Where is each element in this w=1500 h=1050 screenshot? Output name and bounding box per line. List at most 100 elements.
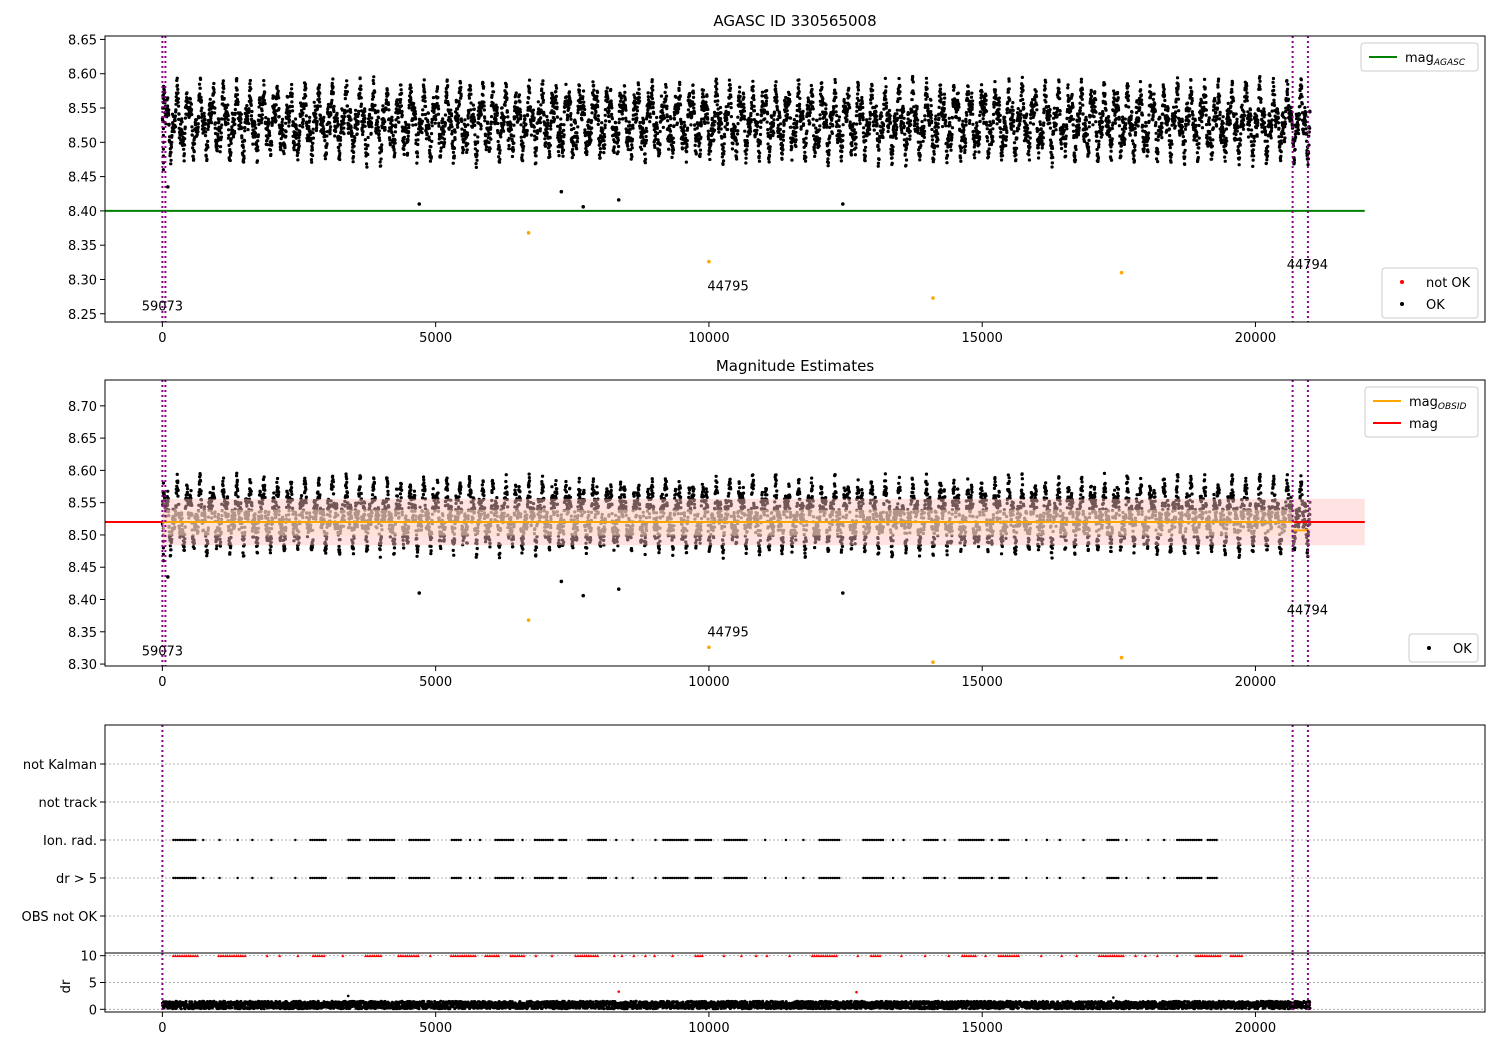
x-tick-label: 5000	[419, 675, 452, 690]
start-point	[161, 546, 165, 550]
x-tick-label: 5000	[419, 331, 452, 346]
ok-outlier-point	[581, 593, 586, 598]
obsid-mag-outlier-point	[931, 660, 935, 664]
flag-category-label: Ion. rad.	[43, 834, 97, 849]
legend-box	[1408, 633, 1479, 663]
chart-title: Magnitude Estimates	[716, 357, 874, 375]
legend-label: magAGASC	[1405, 51, 1466, 68]
y-tick-label: 8.40	[68, 594, 97, 609]
y-tick-label: 8.30	[68, 658, 97, 673]
y-tick-label: 5	[89, 977, 97, 992]
x-tick-label: 10000	[688, 1021, 729, 1036]
y-tick-label: 8.35	[68, 239, 97, 254]
x-tick-label: 15000	[962, 331, 1003, 346]
start-point	[161, 526, 165, 531]
x-tick-label: 20000	[1235, 675, 1276, 690]
legend-marker-swatch	[1427, 646, 1431, 650]
y-tick-label: 8.55	[68, 102, 97, 117]
obsid-annotation: 44794	[1287, 258, 1328, 273]
y-axis-label: dr	[59, 979, 74, 993]
x-tick-label: 20000	[1235, 1021, 1276, 1036]
y-tick-label: 8.55	[68, 497, 97, 512]
y-tick-label: 8.40	[68, 205, 97, 220]
dr-clipped-markers	[171, 954, 1244, 958]
obsid-annotation: 59073	[142, 299, 183, 314]
ok-outlier-point	[841, 591, 845, 595]
axes-frame	[104, 35, 1486, 323]
obsid-mag-outlier-point	[707, 259, 711, 264]
y-tick-label: 8.50	[68, 136, 97, 151]
dr-outlier-point	[617, 990, 621, 993]
legend-box	[1360, 42, 1479, 72]
ok-points	[160, 74, 1312, 169]
x-tick-label: 10000	[688, 675, 729, 690]
dr-panel: 0 5000 10000 15000 20000 0 5 10 dr	[59, 950, 1486, 1036]
obsid-mag-outlier-point	[526, 618, 531, 622]
legend-label-subscript: OBSID	[1438, 402, 1467, 412]
legend-box	[1364, 386, 1479, 438]
x-tick-label: 10000	[688, 331, 729, 346]
start-point	[161, 168, 165, 172]
x-tick-label: 20000	[1235, 331, 1276, 346]
y-tick-label: 10	[80, 950, 97, 965]
chart-title: AGASC ID 330565008	[713, 12, 876, 30]
legend-label: not OK	[1426, 276, 1471, 291]
y-tick-label: 8.25	[68, 308, 97, 323]
y-tick-label: 8.60	[68, 68, 97, 83]
legend-label-text: mag	[1409, 395, 1438, 410]
x-tick-label: 15000	[962, 1021, 1003, 1036]
x-tick-label: 15000	[962, 675, 1003, 690]
ok-outlier-point	[616, 587, 621, 591]
y-tick-label: 8.35	[68, 626, 97, 641]
ok-outlier-point	[417, 202, 422, 206]
legend-box	[1381, 267, 1479, 319]
legend-label: magOBSID	[1409, 395, 1467, 412]
flag-category-label: not Kalman	[23, 758, 97, 773]
obsid-mag-outlier-point	[1119, 655, 1124, 660]
ok-outlier-point	[581, 204, 586, 209]
obsid-annotation: 44795	[707, 279, 748, 294]
start-point	[161, 147, 165, 151]
legend-marker-swatch	[1400, 302, 1404, 306]
obsid-annotation: 59073	[142, 645, 183, 660]
obsid-mag-outlier-point	[707, 645, 711, 650]
x-tick-label: 0	[158, 331, 166, 346]
obsid-annotation: 44795	[707, 625, 748, 640]
y-tick-label: 8.45	[68, 171, 97, 186]
legend-label-text: OK	[1453, 642, 1472, 657]
y-tick-label: 8.50	[68, 529, 97, 544]
legend-label: OK	[1426, 298, 1445, 313]
flag-category-label: dr > 5	[56, 872, 97, 887]
ok-outlier-point	[417, 591, 422, 595]
y-tick-label: 8.65	[68, 432, 97, 447]
legend-label-text: mag	[1405, 51, 1434, 66]
legend-marker-swatch	[1400, 280, 1404, 284]
x-tick-label: 0	[158, 1021, 166, 1036]
x-tick-label: 0	[158, 675, 166, 690]
y-tick-label: 8.30	[68, 273, 97, 288]
flag-category-label: not track	[38, 796, 97, 811]
x-tick-label: 5000	[419, 1021, 452, 1036]
dr-outlier-point	[346, 994, 350, 998]
axes-frame	[104, 379, 1486, 667]
dr-outlier-point	[855, 990, 858, 994]
y-tick-label: 8.45	[68, 561, 97, 576]
dr-points	[160, 999, 1312, 1011]
flag-category-label: OBS not OK	[22, 910, 98, 925]
ok-outlier-point	[166, 185, 170, 189]
ok-outlier-point	[559, 189, 564, 194]
obsid-mag-outlier-point	[526, 231, 531, 235]
legend-label: mag	[1409, 417, 1438, 432]
legend-label-text: mag	[1409, 417, 1438, 432]
legend-label-subscript: AGASC	[1433, 58, 1466, 68]
flags-panel: OBS not OK dr > 5 Ion. rad. not track not Ka…	[22, 724, 1486, 954]
legend-label: OK	[1453, 642, 1472, 657]
y-tick-label: 0	[89, 1003, 97, 1018]
obsid-mag-outlier-point	[931, 296, 935, 300]
ok-outlier-point	[616, 198, 621, 202]
obsid-mag-outlier-point	[1119, 270, 1124, 275]
ok-outlier-point	[166, 575, 170, 579]
ok-outlier-point	[559, 579, 564, 584]
ok-outlier-point	[841, 202, 845, 206]
